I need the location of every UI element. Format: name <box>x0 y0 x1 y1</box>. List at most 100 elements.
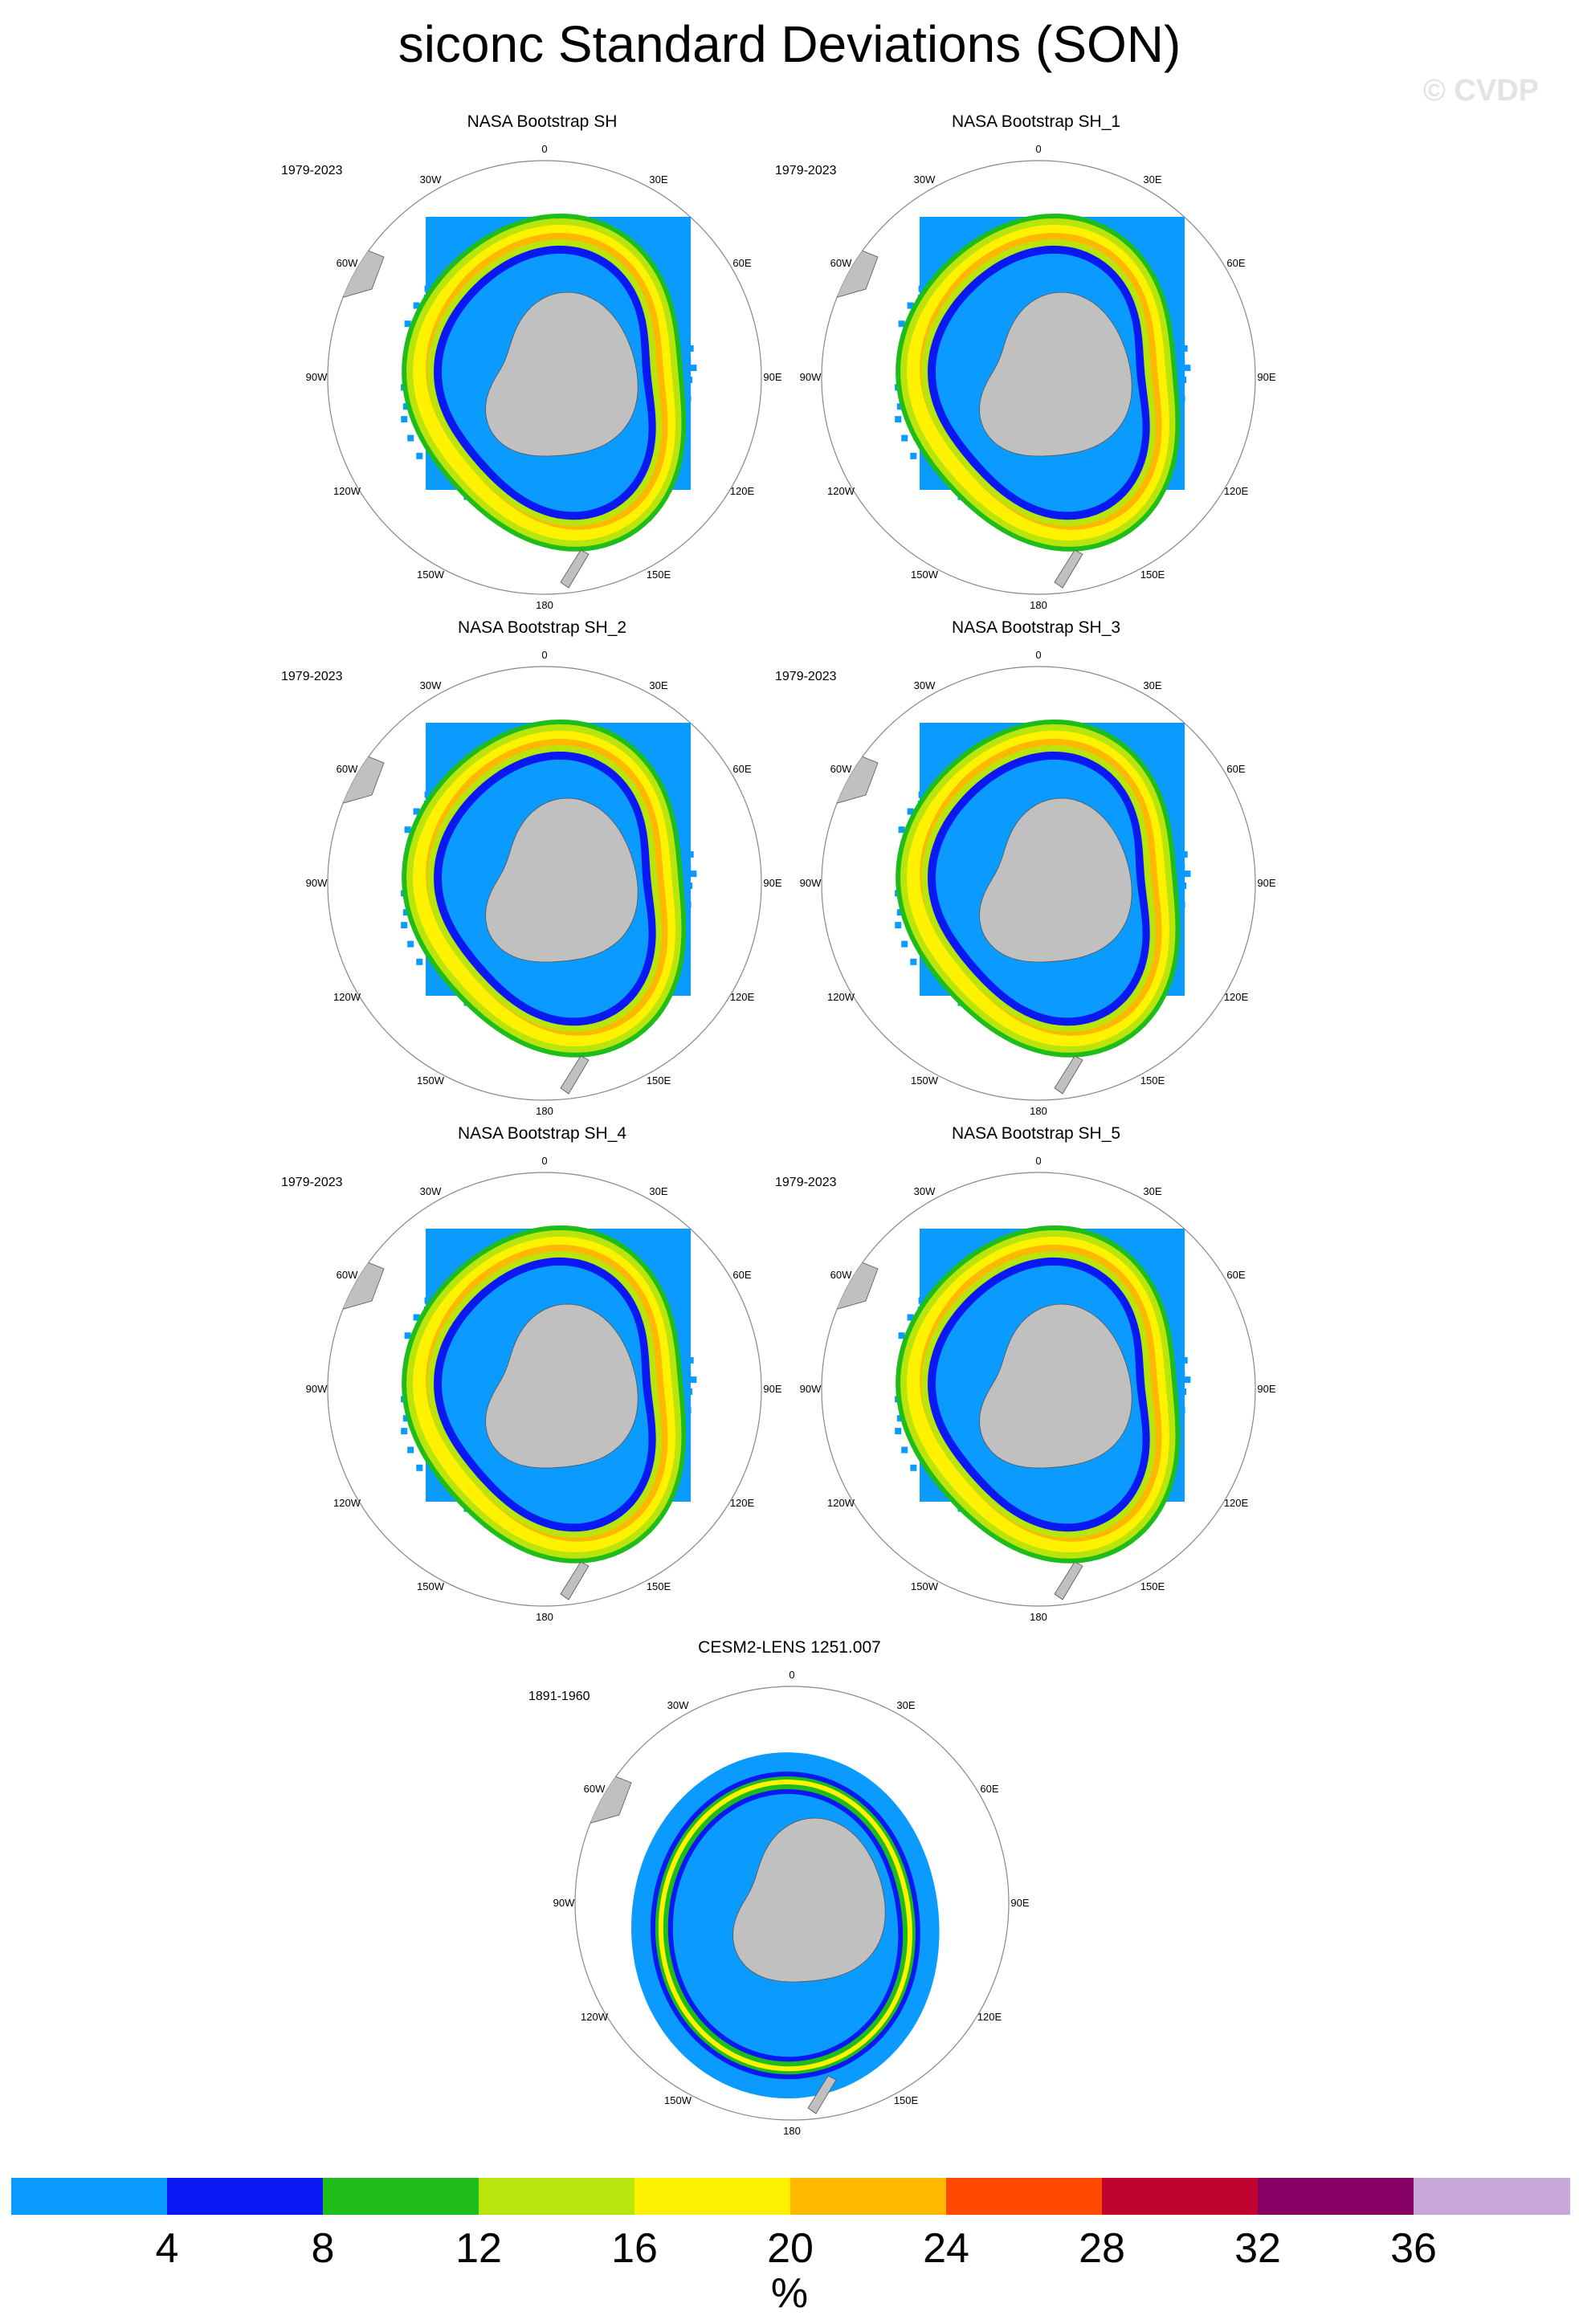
longitude-label: 60W <box>337 257 358 269</box>
field-speckle <box>1180 1388 1187 1395</box>
colorbar-tick-label: 12 <box>455 2225 502 2272</box>
polar-map: 0 30E 60E 90E 120E 150E 180 150W 120W 90W 60W 30W <box>306 1155 782 1623</box>
longitude-label: 120E <box>730 1497 755 1509</box>
longitude-label: 60E <box>980 1783 998 1795</box>
map-panel-nasa-sh-5: 0 30E 60E 90E 120E 150E 180 150W 120W 90W 60W 30W N… <box>747 1124 1325 1630</box>
field-speckle <box>401 416 408 423</box>
colorbar-tick-label: 28 <box>1079 2225 1125 2272</box>
longitude-label: 150E <box>1140 1580 1165 1592</box>
longitude-label: 60W <box>830 257 852 269</box>
field-speckle <box>686 1388 693 1395</box>
longitude-label: 90E <box>1010 1897 1029 1909</box>
field-speckle <box>402 909 410 916</box>
new-zealand-land <box>560 1055 590 1095</box>
field-speckle <box>684 863 692 870</box>
longitude-label: 120W <box>827 485 855 497</box>
field-speckle <box>684 901 692 908</box>
field-speckle <box>1181 345 1188 352</box>
field-speckle <box>1178 395 1185 402</box>
panel-title: NASA Bootstrap SH_3 <box>951 618 1121 637</box>
panel-period: 1979-2023 <box>281 670 343 683</box>
longitude-label: 120W <box>827 991 855 1003</box>
panel-title: CESM2-LENS 1251.007 <box>698 1638 881 1657</box>
field-speckle <box>401 1428 408 1435</box>
field-speckle <box>413 808 420 815</box>
field-speckle <box>404 320 411 328</box>
field-speckle <box>413 302 420 309</box>
field-speckle <box>681 832 688 839</box>
longitude-label: 150W <box>664 2094 692 2106</box>
polar-map: 0 30E 60E 90E 120E 150E 180 150W 120W 90W 60W 30W <box>306 649 782 1117</box>
field-speckle <box>1175 326 1182 333</box>
longitude-label: 150E <box>647 1580 671 1592</box>
longitude-label: 90W <box>306 877 328 889</box>
field-speckle <box>684 1369 692 1376</box>
longitude-label: 60W <box>584 1783 606 1795</box>
longitude-label: 120E <box>1224 1497 1249 1509</box>
field-speckle <box>910 452 917 459</box>
longitude-label: 0 <box>1035 1155 1041 1167</box>
field-speckle <box>901 434 908 442</box>
field-speckle <box>907 1314 914 1321</box>
panel-title: NASA Bootstrap SH_5 <box>951 1124 1121 1143</box>
field-speckle <box>910 958 917 965</box>
map-panel-nasa-sh: 0 30E 60E 90E 120E 150E 180 150W 120W 90W 60W 30W N… <box>253 112 831 618</box>
longitude-label: 120E <box>977 2011 1002 2023</box>
field-speckle <box>407 940 414 948</box>
colorbar-box <box>946 2178 1103 2215</box>
longitude-label: 30W <box>914 679 936 691</box>
colorbar-box <box>790 2178 947 2215</box>
antarctica-land <box>979 1303 1132 1469</box>
field-speckle <box>424 791 431 798</box>
field-speckle <box>684 395 692 402</box>
field-speckle <box>910 1464 917 1471</box>
new-zealand-land <box>807 2075 837 2114</box>
field-speckle <box>671 801 679 809</box>
longitude-label: 60E <box>732 1269 751 1281</box>
field-speckle <box>690 365 697 372</box>
longitude-label: 90W <box>800 371 822 383</box>
longitude-label: 150W <box>911 569 939 581</box>
longitude-label: 180 <box>1030 599 1047 611</box>
longitude-label: 120W <box>581 2011 609 2023</box>
field-speckle <box>898 1332 905 1339</box>
field-speckle <box>671 1307 679 1315</box>
longitude-label: 150E <box>647 569 671 581</box>
colorbar-box <box>479 2178 635 2215</box>
polar-map: 0 30E 60E 90E 120E 150E 180 150W 120W 90W 60W 30W <box>553 1669 1030 2137</box>
longitude-label: 30E <box>1143 1185 1161 1197</box>
antarctica-land <box>485 292 639 457</box>
longitude-label: 90E <box>763 371 781 383</box>
longitude-label: 30E <box>649 1185 667 1197</box>
longitude-label: 150W <box>911 1074 939 1087</box>
longitude-label: 30W <box>420 173 442 186</box>
longitude-label: 30E <box>896 1699 915 1711</box>
field-speckle <box>690 870 697 878</box>
panel-period: 1979-2023 <box>775 1176 837 1189</box>
field-speckle <box>895 416 902 423</box>
longitude-label: 30E <box>1143 173 1161 186</box>
field-speckle <box>687 1356 694 1364</box>
longitude-label: 150E <box>1140 569 1165 581</box>
longitude-label: 180 <box>783 2125 801 2137</box>
field-speckle <box>402 1415 410 1422</box>
colorbar-tick-label: 20 <box>767 2225 814 2272</box>
colorbar-box <box>1414 2178 1570 2215</box>
longitude-label: 60W <box>830 763 852 775</box>
longitude-label: 60W <box>337 763 358 775</box>
panel-period: 1891-1960 <box>528 1690 590 1703</box>
field-speckle <box>671 296 679 303</box>
field-speckle <box>424 1297 431 1304</box>
colorbar-box <box>11 2178 168 2215</box>
longitude-label: 90E <box>1257 371 1275 383</box>
colorbar-box <box>1258 2178 1414 2215</box>
colorbar-box <box>323 2178 479 2215</box>
longitude-label: 0 <box>1035 143 1041 155</box>
longitude-label: 30W <box>914 1185 936 1197</box>
field-speckle <box>896 1415 904 1422</box>
longitude-label: 60W <box>830 1269 852 1281</box>
panel-title: NASA Bootstrap SH_2 <box>457 618 627 637</box>
panel-period: 1979-2023 <box>775 164 837 177</box>
field-speckle <box>1175 832 1182 839</box>
longitude-label: 150W <box>417 1074 445 1087</box>
